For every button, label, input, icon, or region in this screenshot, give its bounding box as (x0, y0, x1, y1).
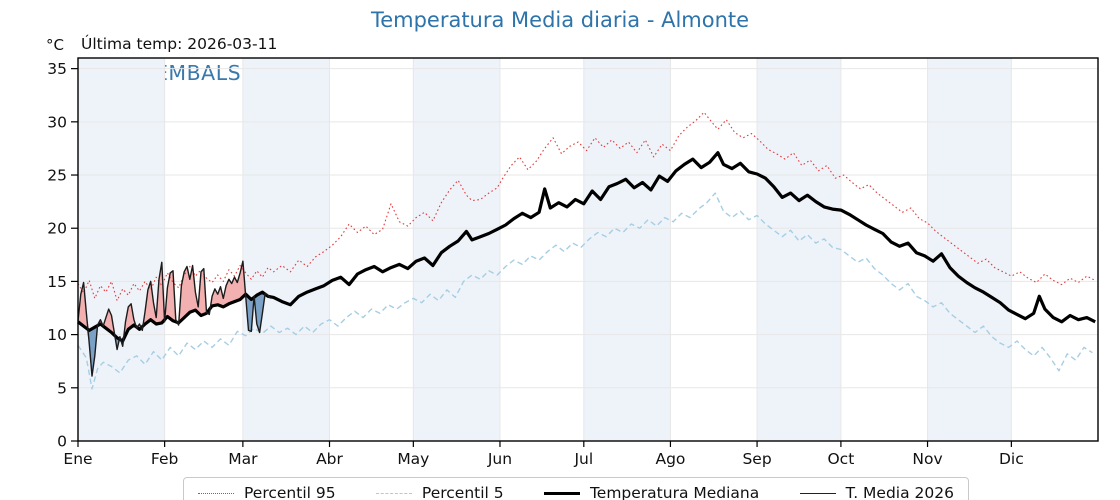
svg-text:Feb: Feb (151, 450, 178, 468)
percentil-95-line-sample-icon (198, 492, 234, 494)
legend-label: Percentil 95 (244, 484, 336, 500)
svg-text:25: 25 (47, 167, 67, 185)
svg-text:5: 5 (57, 379, 67, 397)
svg-text:Abr: Abr (316, 450, 343, 468)
y-axis-unit-label: °C (46, 36, 64, 54)
svg-text:30: 30 (47, 113, 67, 131)
legend-item-temperatura-mediana: Temperatura Mediana (543, 484, 760, 500)
mediana-line-sample-icon (543, 491, 580, 495)
svg-text:Nov: Nov (912, 450, 942, 468)
svg-text:Jun: Jun (487, 450, 512, 468)
svg-text:Ene: Ene (63, 450, 92, 468)
svg-text:15: 15 (47, 273, 67, 291)
svg-text:Jul: Jul (573, 450, 593, 468)
svg-text:35: 35 (47, 60, 67, 78)
legend-label: Temperatura Mediana (589, 484, 760, 500)
percentil-5-line-sample-icon (375, 492, 412, 494)
svg-text:Oct: Oct (827, 450, 854, 468)
t-media-2026-line-sample-icon (799, 492, 836, 494)
svg-text:Dic: Dic (999, 450, 1024, 468)
svg-text:20: 20 (47, 220, 67, 238)
legend-label: T. Media 2026 (845, 484, 954, 500)
svg-text:10: 10 (47, 326, 67, 344)
svg-text:May: May (397, 450, 429, 468)
chart-legend: Percentil 95 Percentil 5 Temperatura Med… (183, 477, 969, 500)
legend-label: Percentil 5 (421, 484, 504, 500)
svg-text:Mar: Mar (228, 450, 258, 468)
svg-text:Ago: Ago (655, 450, 685, 468)
chart-title: Temperatura Media diaria - Almonte (370, 8, 750, 32)
svg-text:0: 0 (57, 433, 67, 451)
legend-item-percentil-5: Percentil 5 (375, 484, 504, 500)
legend-item-percentil-95: Percentil 95 (198, 484, 336, 500)
legend-item-t-media-2026: T. Media 2026 (799, 484, 954, 500)
last-temp-annotation: Última temp: 2026-03-11 (81, 35, 278, 53)
svg-text:Sep: Sep (742, 450, 771, 468)
